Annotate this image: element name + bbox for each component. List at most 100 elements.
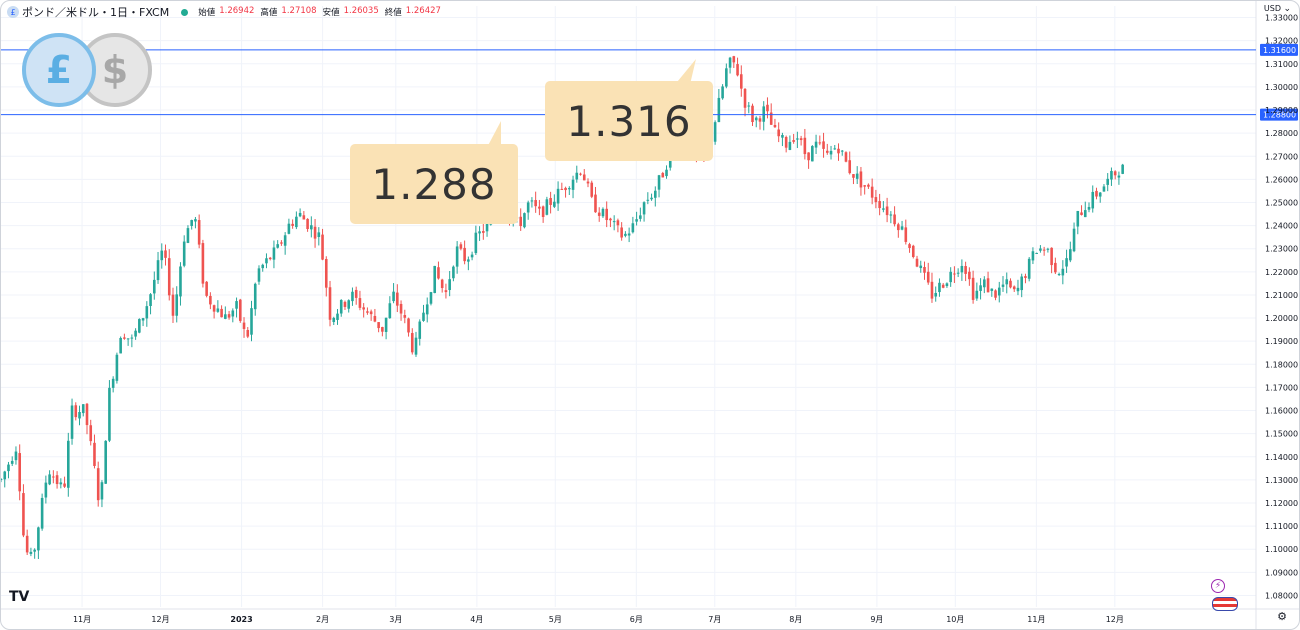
candle-body [945,283,949,286]
candle-body [216,308,220,312]
candle-body [534,200,537,207]
candle-body [840,150,844,152]
y-tick-label: 1.28000 [1265,129,1298,138]
candle-body [885,206,889,216]
candle-body [384,317,388,332]
candle-body [1102,186,1106,192]
candle-body [134,330,137,337]
candle-body [781,134,784,138]
candle-body [904,227,908,242]
candle-body [250,308,253,335]
ohlc-values: 始値 1.26942 高値 1.27108 安値 1.26035 終値 1.26427 [198,6,443,18]
candle-body [833,148,837,150]
candle-body [762,106,766,122]
candle-body [238,299,242,321]
candle-body [268,257,272,260]
candle-body [571,179,575,190]
candle-body [37,527,40,551]
candle-body [388,303,392,319]
candle-body [313,226,317,239]
candle-body [403,315,407,318]
candle-body [818,142,822,144]
candle-body [777,129,780,137]
candle-body [347,300,351,309]
candle-body [280,242,283,244]
candle-body [582,174,586,181]
tradingview-logo[interactable]: TV [9,589,30,605]
candle-body [650,197,653,200]
candle-body [194,219,197,222]
y-tick-label: 1.25000 [1265,198,1298,207]
candle-body [261,264,265,269]
candle-body [339,299,343,314]
callout-1316: 1.316 [545,81,713,161]
collapse-icon[interactable]: ⌄ [1283,4,1291,14]
candle-body [1031,251,1035,261]
candle-body [553,201,556,207]
candle-body [152,279,156,294]
candle-body [444,290,448,293]
us-uk-flag-icon[interactable] [1212,597,1238,611]
candle-body [717,97,721,123]
candle-body [983,279,986,288]
candle-body [1050,247,1053,266]
candle-body [1110,170,1113,180]
y-tick-label: 1.19000 [1265,337,1298,346]
candle-body [209,295,212,305]
candle-body [459,244,463,249]
y-tick-label: 1.32000 [1265,37,1298,46]
low-value: 1.26035 [343,6,379,16]
candle-body [85,403,89,426]
y-tick-label: 1.16000 [1265,407,1298,416]
candle-body [971,277,975,300]
candle-body [298,212,302,217]
price-axis: 1.33000 1.32000 1.31000 1.30000 1.29000 1.280… [1265,14,1298,601]
candle-body [968,271,971,280]
candle-body [108,387,111,441]
candle-body [482,231,485,233]
symbol-title[interactable]: ポンド／米ドル・1日・FXCM [22,6,170,19]
candle-body [549,197,552,205]
axis-currency-label[interactable]: USD [1263,4,1281,13]
candle-body [100,482,104,500]
candle-body [897,224,900,231]
candle-body [736,64,739,76]
candle-body [179,266,182,297]
candle-body [725,68,728,87]
candle-body [18,453,21,492]
candle-body [104,440,107,484]
x-tick-label: 6月 [630,615,643,624]
candle-body [212,305,216,312]
candle-body [171,294,175,316]
candle-body [321,234,324,260]
candle-body [1069,249,1072,261]
candle-body [70,405,74,439]
candle-body [743,88,747,108]
candle-body [773,124,777,128]
callout-1288: 1.288 [350,144,518,224]
x-tick-label: 12月 [151,615,169,624]
price-level-badge [1260,108,1298,121]
candle-body [994,290,997,298]
candle-body [351,291,354,302]
candle-body [205,281,208,296]
y-tick-label: 1.10000 [1265,545,1298,554]
candle-body [811,146,814,162]
candle-body [855,173,859,179]
candle-body [538,206,541,209]
candle-body [455,246,459,267]
candle-body [878,201,881,209]
candle-body [926,271,930,283]
candle-body [852,174,855,178]
x-tick-label: 11月 [1027,615,1045,624]
open-value: 1.26942 [219,6,255,16]
settings-icon[interactable]: ⚙ [1277,610,1287,623]
flash-icon[interactable]: ⚡ [1211,579,1225,593]
price-level-label: 1.31600 [1263,46,1296,55]
candle-body [844,152,848,162]
candle-body [164,250,167,258]
candle-body [130,337,134,339]
candle-body [119,337,122,354]
candle-body [78,411,81,419]
